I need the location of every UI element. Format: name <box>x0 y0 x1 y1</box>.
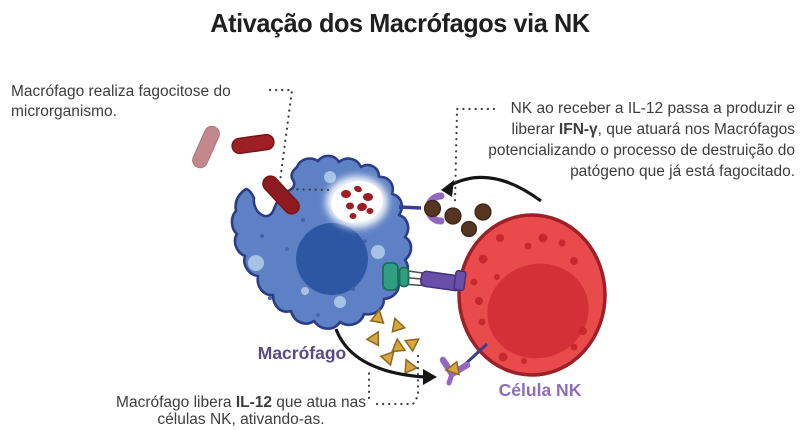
il12-receptor-on-nk <box>439 342 489 386</box>
dotted-connector-bottom <box>375 354 420 406</box>
nk-cell-label: Célula NK <box>498 380 582 400</box>
arrowhead-icon <box>441 180 454 197</box>
granule <box>570 343 578 351</box>
granule <box>521 358 527 364</box>
speckle <box>301 218 305 222</box>
il12-molecule-icon <box>387 315 406 333</box>
nk-nucleus <box>487 263 589 359</box>
granule <box>478 318 486 326</box>
granule <box>524 242 532 250</box>
bacterium-rod-icon <box>192 125 220 169</box>
arrow-macrophage-to-nk <box>334 328 426 379</box>
granule <box>470 278 478 286</box>
granule <box>570 257 578 265</box>
arrowhead-icon <box>423 369 437 385</box>
il12-receptor-tail <box>446 371 455 386</box>
il12-molecule-icon <box>399 356 418 374</box>
granule <box>538 233 548 243</box>
il12-molecules <box>366 308 424 374</box>
annotation-ifn-gamma: NK ao receber a IL-12 passa a produzir e… <box>465 98 795 182</box>
ifn-gamma-release <box>398 192 492 238</box>
engulfed-bacterium-icon <box>262 175 300 215</box>
bacteria-fragment <box>349 213 357 219</box>
granule <box>498 352 508 362</box>
annotation-phagocytosis: Macrófago realiza fagocitose do microrga… <box>11 82 263 122</box>
annotation-ifn-bold: IFN-γ <box>558 121 598 139</box>
il12-molecule-icon <box>390 337 406 353</box>
arrow-nk-to-macrophage <box>448 175 542 203</box>
il12-molecule-icon <box>404 332 424 352</box>
vesicle <box>248 255 264 271</box>
annotation-phagocytosis-text: Macrófago realiza fagocitose do microrga… <box>11 83 231 120</box>
annotation-il12: Macrófago libera IL-12 que atua nas célu… <box>100 394 382 429</box>
synapse-receptor-complex <box>382 262 467 292</box>
macrophage-cell <box>230 154 413 330</box>
il12-release <box>366 308 489 386</box>
digested-bacteria <box>341 185 374 219</box>
speckle <box>351 287 355 291</box>
nk-granules <box>470 233 587 364</box>
granule <box>558 239 566 247</box>
annotation-ifn-pre: NK ao receber a IL-12 passa a produzir e… <box>510 100 795 139</box>
speckle <box>268 296 272 300</box>
annotation-il12-post: que atua nas células NK, ativando-as. <box>157 394 366 429</box>
macrophage-label: Macrófago <box>257 343 347 363</box>
ifn-gamma-molecule-icon <box>444 207 462 225</box>
bacteria-fragment <box>346 202 354 210</box>
annotation-il12-bold: IL-12 <box>235 394 272 411</box>
bacteria-fragment <box>354 185 362 193</box>
vesicle <box>301 287 309 295</box>
nk-cell <box>457 213 607 377</box>
vesicle <box>334 296 346 308</box>
macrophage-nucleus <box>296 223 368 295</box>
flow-arrows <box>334 175 542 385</box>
bacterium-rod-icon <box>231 133 275 155</box>
annotation-il12-pre: Macrófago libera <box>116 394 236 411</box>
granule <box>579 327 587 335</box>
granule <box>494 274 500 280</box>
macrophage-receptor-green-icon <box>382 262 410 291</box>
bacteria-fragment <box>357 202 367 212</box>
free-bacteria <box>192 125 275 169</box>
bacteria-fragment <box>363 193 373 201</box>
vesicle <box>371 245 385 259</box>
macrophage-vesicles <box>248 171 385 308</box>
vesicle <box>324 171 336 183</box>
speckle <box>260 234 264 238</box>
speckle <box>316 313 320 317</box>
dotted-connector-right <box>453 107 496 206</box>
nk-receptor-purple-icon <box>420 269 467 292</box>
bacteria-fragment <box>341 190 351 198</box>
granule <box>496 234 504 242</box>
bacteria-fragment <box>366 208 374 214</box>
granule <box>475 297 483 305</box>
ifn-gamma-molecules <box>423 199 492 238</box>
granule <box>478 254 488 264</box>
ifn-gamma-molecule-icon <box>474 203 492 221</box>
ifn-gamma-molecule-icon <box>460 220 478 238</box>
page-title: Ativação dos Macrófagos via NK <box>210 8 590 38</box>
dotted-connectors <box>268 88 496 406</box>
phagosome-vacuole <box>326 176 388 228</box>
ifn-gamma-molecule-icon <box>423 199 442 218</box>
receptor-stem <box>398 205 422 210</box>
annotation-ifn-post: , que atuará nos Macrófagos potencializa… <box>488 121 795 181</box>
speckle <box>363 239 367 243</box>
il12-molecule-icon <box>366 328 385 347</box>
speckle <box>285 247 289 251</box>
